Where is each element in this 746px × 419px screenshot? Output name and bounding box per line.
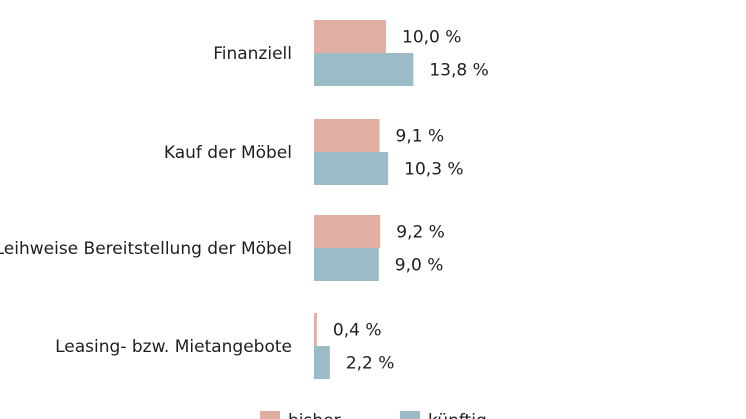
legend-swatch xyxy=(260,411,280,419)
value-label: 0,4 % xyxy=(333,321,382,341)
value-label: 10,3 % xyxy=(404,160,463,180)
legend-label: künftig xyxy=(428,411,487,419)
legend-label: bisher xyxy=(288,411,341,419)
value-label: 13,8 % xyxy=(429,61,488,81)
bar-bisher xyxy=(314,215,381,248)
value-label: 2,2 % xyxy=(346,354,395,374)
bar-kuenftig xyxy=(314,53,414,86)
legend-swatch xyxy=(400,411,420,419)
category-labels: Finanziell Kauf der Möbel Leihweise Bereit… xyxy=(0,44,292,357)
value-label: 9,0 % xyxy=(395,256,444,276)
value-label: 9,1 % xyxy=(396,127,445,147)
bar-bisher xyxy=(314,119,380,152)
bar-kuenftig xyxy=(314,248,379,281)
category-label: Leasing- bzw. Mietangebote xyxy=(55,337,292,357)
bar-kuenftig xyxy=(314,152,389,185)
value-label: 9,2 % xyxy=(396,223,445,243)
category-label: Kauf der Möbel xyxy=(164,143,292,163)
category-label: Leihweise Bereitstellung der Möbel xyxy=(0,239,292,259)
value-label: 10,0 % xyxy=(402,28,461,48)
bar-kuenftig xyxy=(314,346,330,379)
value-labels: 10,0 % 13,8 % 9,1 % 10,3 % 9,2 % 9,0 % 0,4 % 2,… xyxy=(333,28,489,374)
category-label: Finanziell xyxy=(213,44,292,64)
bar-bisher xyxy=(314,20,386,53)
bar-bisher xyxy=(314,313,317,346)
bars xyxy=(314,20,414,379)
legend: bisher künftig xyxy=(260,411,487,419)
